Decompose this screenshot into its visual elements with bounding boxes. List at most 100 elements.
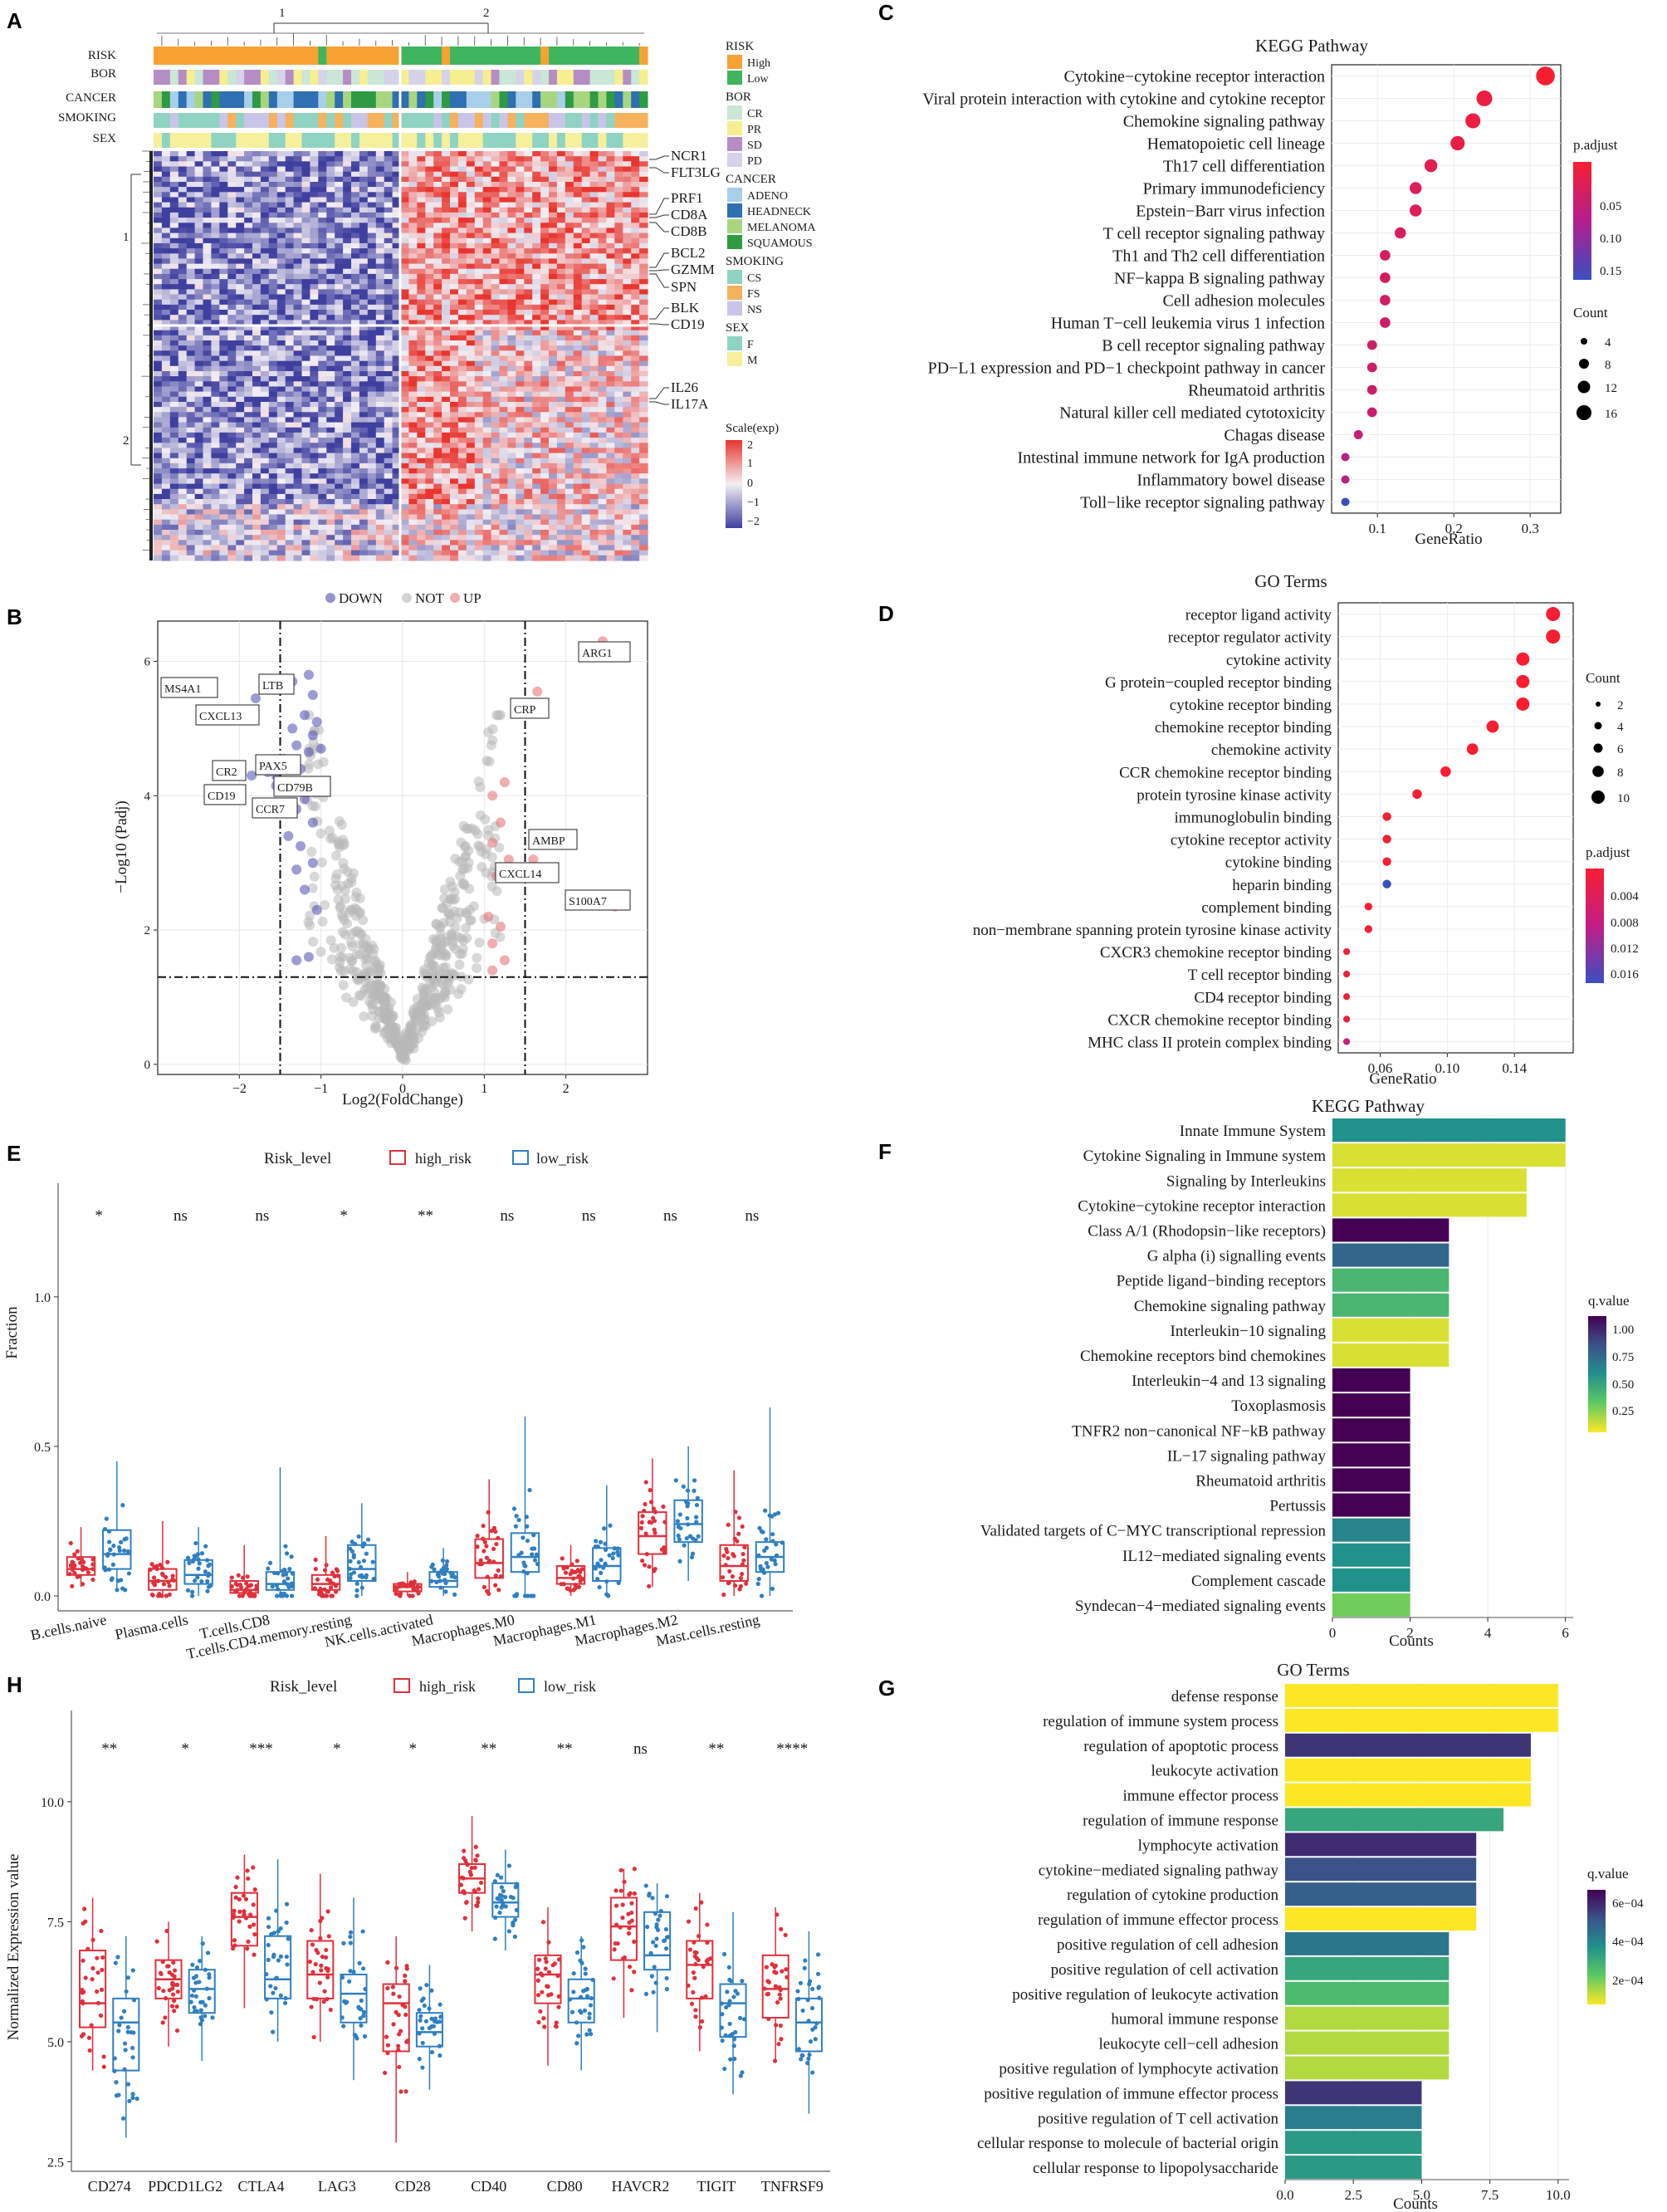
- heatmap-cell: [549, 202, 558, 208]
- heatmap-cell: [598, 299, 607, 306]
- heatmap-cell: [433, 499, 442, 505]
- annotation-cell: [194, 91, 203, 108]
- heatmap-cell: [433, 253, 442, 260]
- heatmap-cell: [367, 407, 377, 413]
- heatmap-cell: [169, 407, 179, 413]
- heatmap-cell: [457, 192, 467, 198]
- heatmap-cell: [236, 202, 245, 208]
- heatmap-cell: [482, 279, 492, 285]
- heatmap-cell: [623, 207, 632, 213]
- heatmap-cell: [482, 535, 492, 541]
- annotation-cell: [417, 46, 426, 65]
- annotation-cell: [219, 46, 228, 65]
- heatmap-cell: [169, 232, 179, 239]
- heatmap-cell: [326, 310, 335, 316]
- annotation-cell: [252, 133, 262, 148]
- heatmap-cell: [293, 237, 303, 244]
- heatmap-cell: [573, 493, 583, 500]
- heatmap-cell: [540, 478, 550, 485]
- heatmap-cell: [194, 483, 204, 490]
- heatmap-cell: [392, 407, 402, 413]
- heatmap-cell: [154, 263, 163, 270]
- heatmap-cell: [457, 207, 467, 213]
- heatmap-cell: [186, 345, 196, 351]
- heatmap-cell: [367, 325, 377, 331]
- heatmap-cell: [335, 493, 344, 500]
- heatmap-cell: [252, 524, 262, 531]
- heatmap-cell: [516, 223, 525, 229]
- heatmap-cell: [573, 248, 583, 254]
- heatmap-cell: [276, 345, 286, 351]
- heatmap-cell: [335, 402, 344, 408]
- heatmap-cell: [310, 473, 319, 479]
- heatmap-cell: [457, 304, 467, 311]
- heatmap-cell: [285, 187, 295, 193]
- heatmap-cell: [581, 453, 591, 459]
- heatmap-cell: [285, 422, 295, 428]
- heatmap-cell: [549, 376, 558, 382]
- annotation-cell: [598, 91, 607, 108]
- heatmap-cell: [606, 402, 615, 408]
- heatmap-cell: [425, 417, 434, 423]
- heatmap-cell: [482, 427, 492, 433]
- heatmap-cell: [359, 427, 369, 433]
- heatmap-cell: [384, 202, 394, 208]
- heatmap-cell: [400, 263, 409, 270]
- heatmap-cell: [457, 524, 467, 531]
- heatmap-cell: [335, 396, 344, 403]
- heatmap-cell: [450, 417, 459, 423]
- heatmap-cell: [318, 427, 327, 433]
- heatmap-cell: [516, 488, 525, 495]
- heatmap-cell: [335, 228, 344, 234]
- heatmap-cell: [268, 176, 278, 183]
- heatmap-cell: [335, 407, 344, 413]
- heatmap-cell: [375, 396, 385, 403]
- heatmap-cell: [326, 499, 335, 505]
- heatmap-cell: [351, 488, 360, 495]
- heatmap-cell: [549, 350, 558, 357]
- heatmap-cell: [442, 232, 451, 239]
- heatmap-cell: [589, 253, 599, 260]
- heatmap-cell: [491, 289, 501, 296]
- heatmap-cell: [186, 478, 196, 485]
- heatmap-cell: [589, 335, 599, 341]
- heatmap-cell: [573, 478, 583, 485]
- heatmap-cell: [442, 258, 451, 265]
- heatmap-cell: [268, 166, 278, 173]
- heatmap-cell: [244, 242, 253, 249]
- heatmap-cell: [244, 202, 253, 208]
- heatmap-cell: [335, 438, 344, 443]
- heatmap-cell: [408, 365, 418, 372]
- heatmap-cell: [375, 540, 385, 546]
- heatmap-cell: [384, 212, 394, 218]
- heatmap-cell: [614, 493, 623, 500]
- heatmap-cell: [227, 386, 237, 393]
- annotation-cell: [565, 46, 574, 65]
- heatmap-cell: [631, 535, 640, 541]
- heatmap-cell: [169, 242, 179, 249]
- heatmap-cell: [482, 223, 492, 229]
- heatmap-cell: [367, 315, 377, 321]
- heatmap-cell: [161, 438, 171, 443]
- heatmap-cell: [252, 417, 262, 423]
- heatmap-cell: [227, 223, 237, 229]
- heatmap-cell: [606, 258, 615, 265]
- heatmap-cell: [507, 151, 516, 157]
- heatmap-cell: [335, 371, 344, 377]
- heatmap-cell: [318, 166, 327, 173]
- heatmap-cell: [154, 443, 163, 449]
- heatmap-cell: [631, 310, 640, 316]
- heatmap-cell: [639, 432, 648, 438]
- heatmap-cell: [252, 310, 262, 316]
- heatmap-cell: [606, 355, 615, 362]
- heatmap-cell: [598, 182, 607, 188]
- heatmap-cell: [556, 289, 566, 296]
- heatmap-cell: [516, 386, 525, 393]
- heatmap-cell: [532, 535, 541, 541]
- heatmap-cell: [392, 493, 402, 500]
- heatmap-cell: [450, 360, 459, 367]
- heatmap-cell: [565, 519, 574, 526]
- heatmap-cell: [211, 182, 220, 188]
- heatmap-cell: [301, 540, 310, 546]
- heatmap-cell: [474, 156, 484, 162]
